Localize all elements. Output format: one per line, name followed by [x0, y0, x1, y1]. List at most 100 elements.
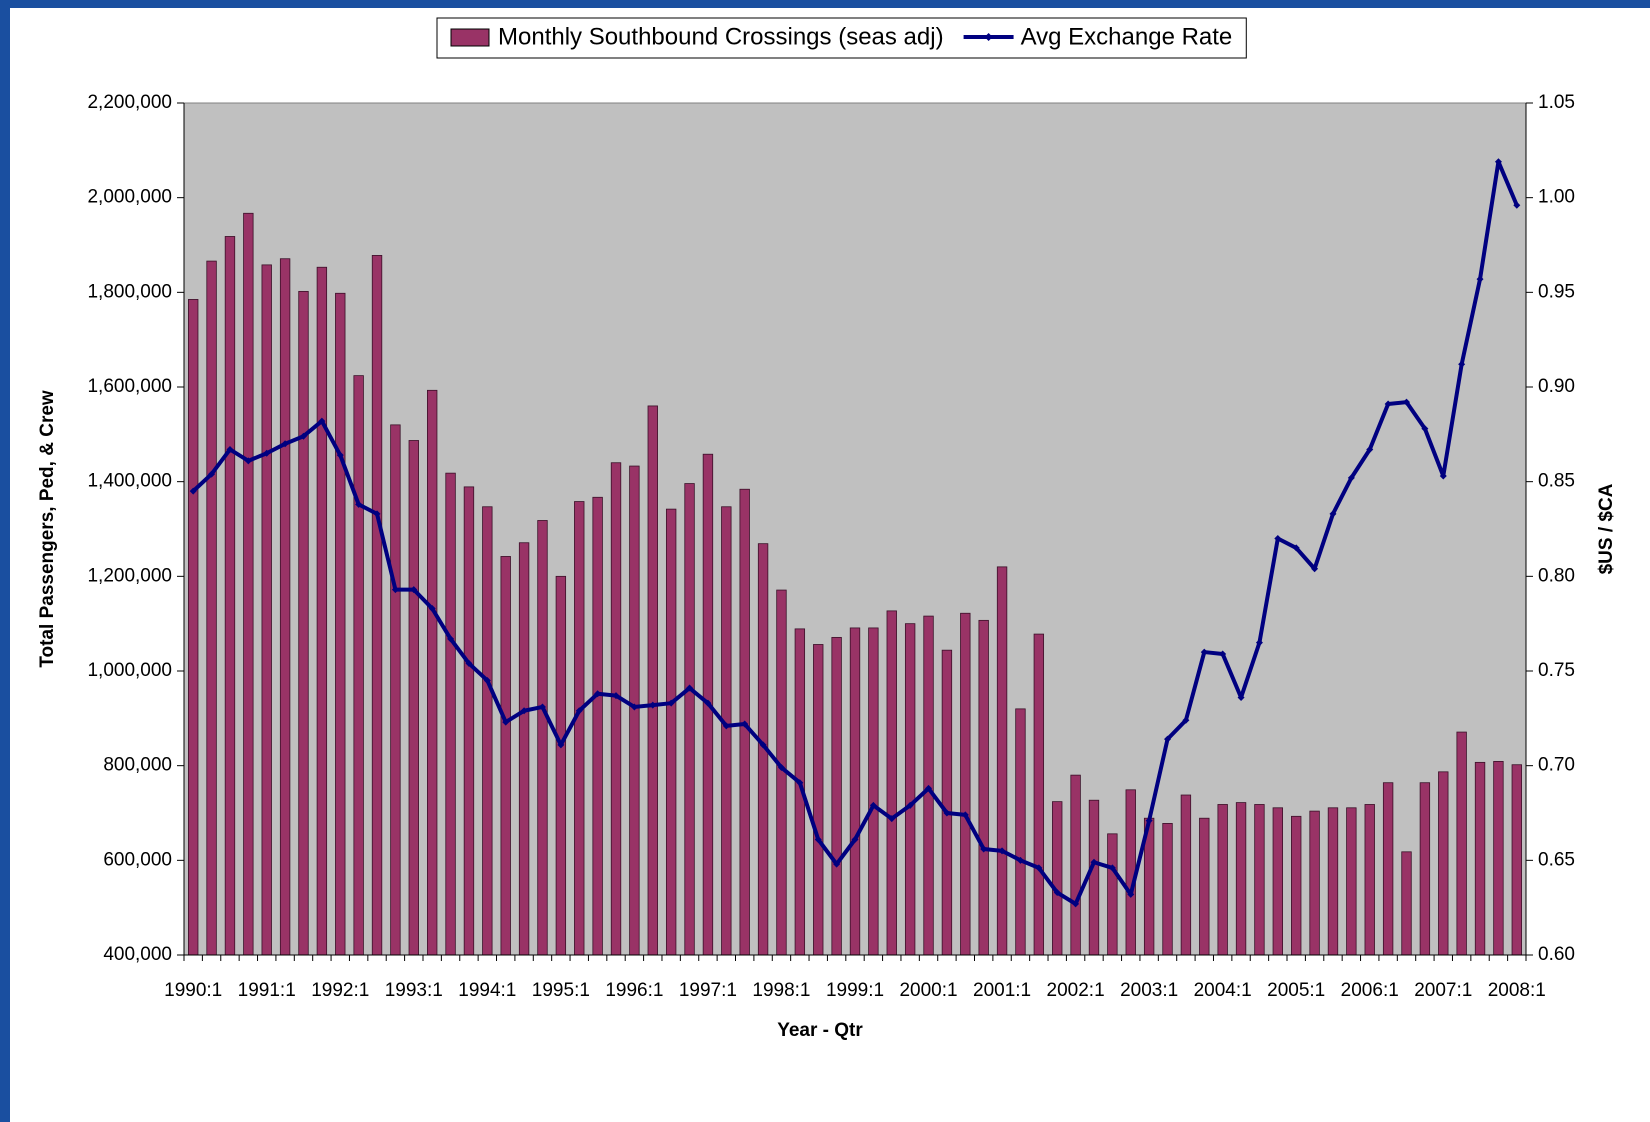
- bar: [426, 389, 438, 956]
- bar: [960, 612, 971, 956]
- bar: [371, 255, 383, 956]
- line-marker: [630, 703, 638, 711]
- bar: [353, 375, 364, 956]
- line-marker: [741, 720, 749, 728]
- line-marker: [1016, 856, 1024, 864]
- y-tick-label: 1,800,000: [87, 281, 172, 302]
- bar: [1254, 804, 1265, 956]
- y-tick-label: 2,000,000: [87, 187, 172, 208]
- bar: [1162, 823, 1173, 956]
- x-tick-label: 2007:1: [1414, 980, 1472, 1001]
- bar: [1382, 782, 1394, 956]
- line-marker: [557, 741, 565, 749]
- bar: [1180, 794, 1192, 956]
- bar: [279, 258, 291, 956]
- legend-swatch: [450, 28, 490, 47]
- line-marker: [1347, 474, 1355, 482]
- bar: [941, 649, 953, 956]
- line-marker: [1127, 890, 1135, 898]
- line-marker: [1255, 639, 1263, 647]
- y-axis-title: Total Passengers, Ped, & Crew: [37, 390, 58, 668]
- legend: Monthly Southbound Crossings (seas adj) A…: [436, 17, 1247, 59]
- line-marker: [1164, 735, 1172, 743]
- bar: [1015, 708, 1026, 956]
- y2-tick-label: 0.75: [1538, 660, 1575, 681]
- bar: [574, 501, 585, 956]
- bar: [537, 520, 548, 956]
- x-tick-label: 1993:1: [385, 980, 443, 1001]
- line-marker: [667, 699, 675, 707]
- y2-tick-label: 0.65: [1538, 849, 1575, 870]
- bar: [482, 506, 493, 956]
- y-tick-label: 1,200,000: [87, 565, 172, 586]
- bar: [1235, 802, 1247, 956]
- legend-label: Monthly Southbound Crossings (seas adj): [498, 23, 944, 50]
- y-tick-label: 1,400,000: [87, 471, 172, 492]
- line-marker: [943, 809, 951, 817]
- line-marker: [961, 811, 969, 819]
- y-tick-label: 600,000: [103, 849, 172, 870]
- bar: [813, 644, 824, 956]
- x-tick-label: 1994:1: [458, 980, 516, 1001]
- bar: [868, 627, 879, 956]
- bar: [1052, 801, 1063, 956]
- bar: [1088, 799, 1100, 956]
- bar: [1272, 807, 1284, 956]
- line-marker: [851, 836, 859, 844]
- line-marker: [833, 860, 841, 868]
- line-marker: [575, 707, 583, 715]
- bar: [224, 236, 236, 956]
- bar: [298, 290, 309, 956]
- x-tick-label: 2004:1: [1194, 980, 1252, 1001]
- line-marker: [318, 417, 326, 425]
- bar: [1125, 789, 1136, 956]
- line-marker: [998, 847, 1006, 855]
- x-tick-label: 2003:1: [1120, 980, 1178, 1001]
- y2-tick-label: 0.90: [1538, 376, 1575, 397]
- x-tick-label: 2001:1: [973, 980, 1031, 1001]
- y-tick-label: 1,000,000: [87, 660, 172, 681]
- y2-tick-label: 0.70: [1538, 755, 1575, 776]
- line-marker: [777, 764, 785, 772]
- line-marker: [263, 449, 271, 457]
- line-marker: [814, 836, 822, 844]
- line-marker: [1237, 694, 1245, 702]
- line-marker: [465, 659, 473, 667]
- line-marker: [1090, 858, 1098, 866]
- bar: [1364, 804, 1375, 956]
- line-marker: [888, 815, 896, 823]
- x-tick-label: 1996:1: [605, 980, 663, 1001]
- bar: [849, 627, 861, 956]
- line-marker: [1366, 445, 1374, 453]
- line-marker: [594, 690, 602, 698]
- y-tick-label: 400,000: [103, 944, 172, 965]
- line-marker: [1035, 864, 1043, 872]
- line-marker: [649, 701, 657, 709]
- y2-axis-title: $US / $CA: [1596, 483, 1617, 574]
- y2-tick-label: 0.95: [1538, 281, 1575, 302]
- bar: [1327, 807, 1339, 956]
- bar: [629, 465, 640, 956]
- bar: [1070, 774, 1081, 956]
- line-marker: [336, 451, 344, 459]
- x-tick-label: 1999:1: [826, 980, 884, 1001]
- bar: [206, 260, 217, 956]
- y-tick-label: 800,000: [103, 755, 172, 776]
- y2-tick-label: 1.00: [1538, 187, 1575, 208]
- bar: [1456, 731, 1467, 956]
- line-marker: [281, 440, 289, 448]
- line-marker: [925, 784, 933, 792]
- line-marker: [980, 845, 988, 853]
- bar: [518, 542, 530, 956]
- line-marker: [299, 432, 307, 440]
- line-marker: [391, 586, 399, 594]
- line-marker: [208, 470, 216, 478]
- bar: [1033, 633, 1045, 956]
- bar: [243, 212, 254, 956]
- line-marker: [1219, 650, 1227, 658]
- bar: [1493, 761, 1504, 956]
- bar: [1199, 817, 1210, 956]
- x-tick-label: 2002:1: [1047, 980, 1105, 1001]
- bar: [904, 623, 916, 956]
